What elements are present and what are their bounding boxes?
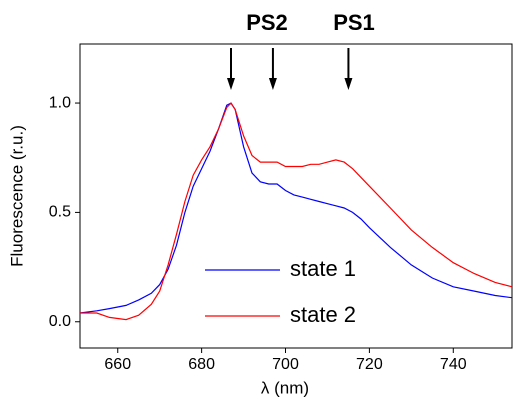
y-tick-label: 0.0	[49, 313, 71, 330]
x-axis-label: λ (nm)	[261, 378, 309, 397]
arrow-head	[268, 78, 277, 90]
annotation: PS2	[246, 10, 288, 35]
x-tick-label: 720	[356, 356, 383, 373]
y-axis-label: Fluorescence (r.u.)	[7, 125, 26, 267]
y-tick-label: 0.5	[49, 204, 71, 221]
plot-frame	[79, 43, 513, 349]
x-tick-label: 740	[440, 356, 467, 373]
x-tick-label: 680	[188, 356, 215, 373]
series-line	[80, 102, 513, 321]
arrow-head	[226, 78, 235, 90]
legend-label: state 1	[290, 256, 356, 281]
annotation: PS1	[333, 10, 375, 35]
series-line	[79, 102, 513, 314]
x-tick-label: 660	[104, 356, 131, 373]
y-tick-label: 1.0	[49, 94, 71, 111]
x-tick-label: 700	[272, 356, 299, 373]
legend-label: state 2	[290, 302, 356, 327]
arrow-head	[344, 78, 353, 90]
